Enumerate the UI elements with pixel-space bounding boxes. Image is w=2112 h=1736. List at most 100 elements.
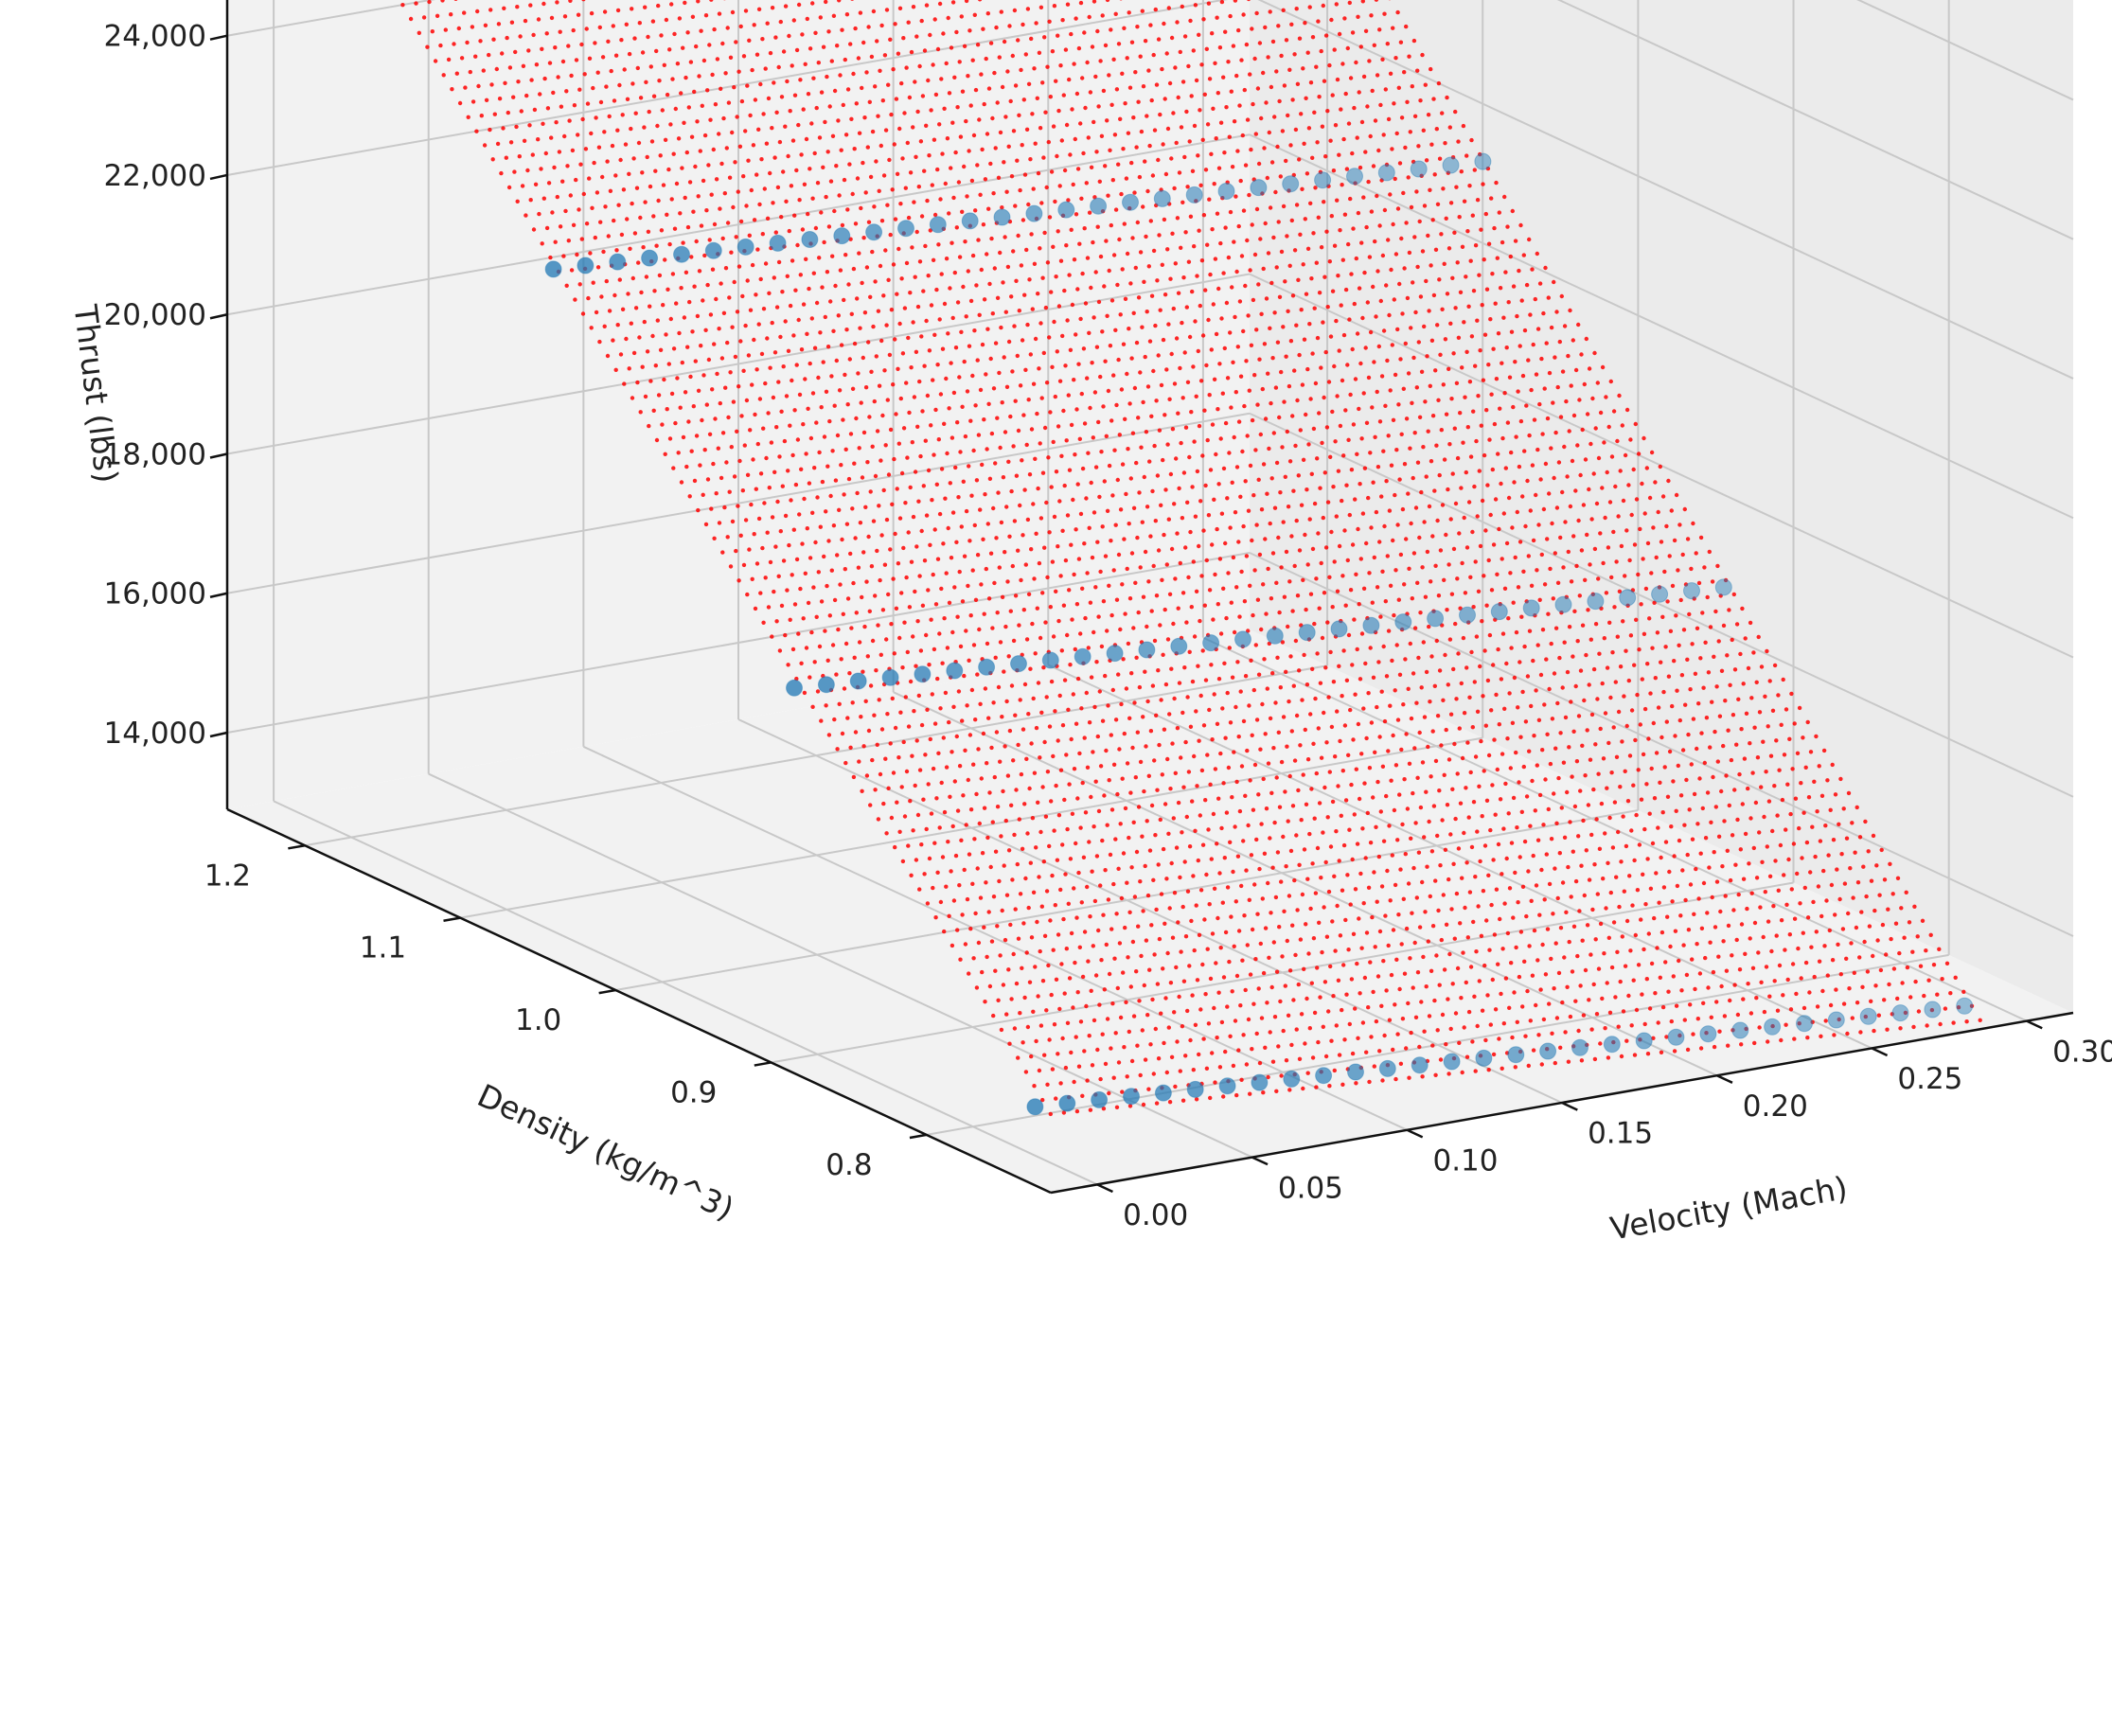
surface-point: [1642, 947, 1646, 952]
surface-point: [1424, 474, 1429, 479]
surface-point: [1357, 602, 1361, 607]
surface-point: [1381, 959, 1386, 964]
surface-point: [1384, 674, 1390, 679]
surface-point: [1931, 963, 1937, 967]
surface-point: [1888, 861, 1892, 866]
surface-point: [931, 378, 935, 382]
surface-point: [1394, 643, 1399, 647]
surface-point: [1447, 125, 1453, 130]
surface-point: [1691, 1032, 1695, 1036]
surface-point: [1523, 1034, 1528, 1038]
surface-point: [1391, 1047, 1395, 1053]
surface-point: [915, 812, 921, 818]
surface-point: [1213, 1080, 1217, 1085]
surface-point: [1141, 1102, 1146, 1107]
surface-point: [1432, 172, 1437, 177]
surface-point: [1547, 491, 1552, 496]
surface-point: [1437, 983, 1442, 987]
surface-point: [1096, 928, 1101, 933]
surface-point: [1075, 482, 1080, 487]
surface-point: [1256, 477, 1261, 482]
surface-point: [982, 806, 987, 810]
surface-point: [1386, 943, 1391, 948]
surface-point: [1312, 621, 1317, 627]
surface-point: [737, 458, 742, 464]
surface-point: [1096, 104, 1101, 109]
surface-point: [1346, 437, 1351, 442]
surface-point: [1616, 709, 1622, 715]
surface-point: [1549, 325, 1554, 330]
surface-point: [1373, 434, 1377, 439]
surface-point: [627, 366, 631, 371]
surface-point: [1018, 383, 1023, 388]
surface-point: [1232, 750, 1236, 754]
surface-point: [1476, 904, 1481, 909]
surface-point: [1680, 748, 1686, 753]
surface-point: [1248, 463, 1253, 469]
surface-point: [1617, 904, 1622, 910]
surface-point: [1146, 773, 1152, 778]
surface-point: [1332, 363, 1337, 369]
surface-point: [1640, 481, 1644, 487]
surface-point: [1478, 543, 1483, 549]
surface-point: [1492, 225, 1497, 231]
surface-point: [1431, 97, 1436, 101]
surface-point: [1637, 842, 1642, 847]
surface-point: [938, 392, 944, 397]
surface-point: [1109, 298, 1115, 303]
surface-point: [1890, 892, 1895, 896]
surface-point: [1160, 262, 1165, 267]
surface-point: [1255, 597, 1261, 602]
surface-point: [1286, 505, 1291, 509]
surface-point: [1174, 845, 1180, 850]
surface-point: [1172, 381, 1178, 386]
surface-point: [1434, 953, 1439, 958]
surface-point: [944, 765, 950, 770]
grid-line: [1202, 636, 2028, 1022]
surface-point: [1223, 225, 1228, 230]
surface-point: [1595, 892, 1601, 896]
surface-point: [1519, 298, 1524, 303]
surface-point: [1541, 310, 1546, 316]
surface-point: [1435, 714, 1441, 718]
surface-point: [737, 578, 741, 583]
surface-point: [1322, 470, 1328, 475]
surface-point: [1213, 767, 1218, 771]
surface-point: [1961, 989, 1966, 995]
surface-point: [1424, 789, 1429, 794]
surface-point: [1400, 822, 1405, 827]
surface-point: [1156, 157, 1161, 163]
surface-point: [897, 829, 902, 834]
surface-point: [751, 143, 756, 148]
surface-point: [1185, 380, 1191, 384]
surface-point: [1309, 787, 1314, 791]
surface-point: [887, 157, 892, 163]
surface-point: [613, 367, 618, 372]
surface-point: [1473, 875, 1478, 879]
surface-point: [1187, 964, 1192, 968]
surface-point: [1265, 175, 1270, 181]
surface-point: [1683, 582, 1689, 587]
surface-point: [1086, 135, 1091, 140]
surface-point: [1578, 983, 1583, 988]
surface-point: [819, 210, 824, 215]
surface-point: [1183, 934, 1189, 939]
surface-point: [783, 124, 788, 129]
surface-point: [1187, 454, 1192, 460]
surface-point: [1396, 912, 1401, 917]
surface-point: [848, 551, 853, 557]
surface-point: [737, 144, 743, 149]
surface-point: [1903, 1010, 1908, 1016]
surface-point: [927, 153, 932, 158]
surface-point: [1440, 623, 1445, 628]
surface-point: [1677, 643, 1681, 647]
surface-point: [1236, 223, 1241, 229]
surface-point: [963, 434, 968, 439]
surface-point: [1664, 523, 1669, 529]
surface-point: [986, 910, 991, 914]
surface-point: [861, 669, 865, 674]
surface-point: [955, 614, 960, 619]
surface-point: [1411, 790, 1415, 796]
surface-point: [1382, 207, 1388, 213]
surface-point: [935, 676, 940, 682]
